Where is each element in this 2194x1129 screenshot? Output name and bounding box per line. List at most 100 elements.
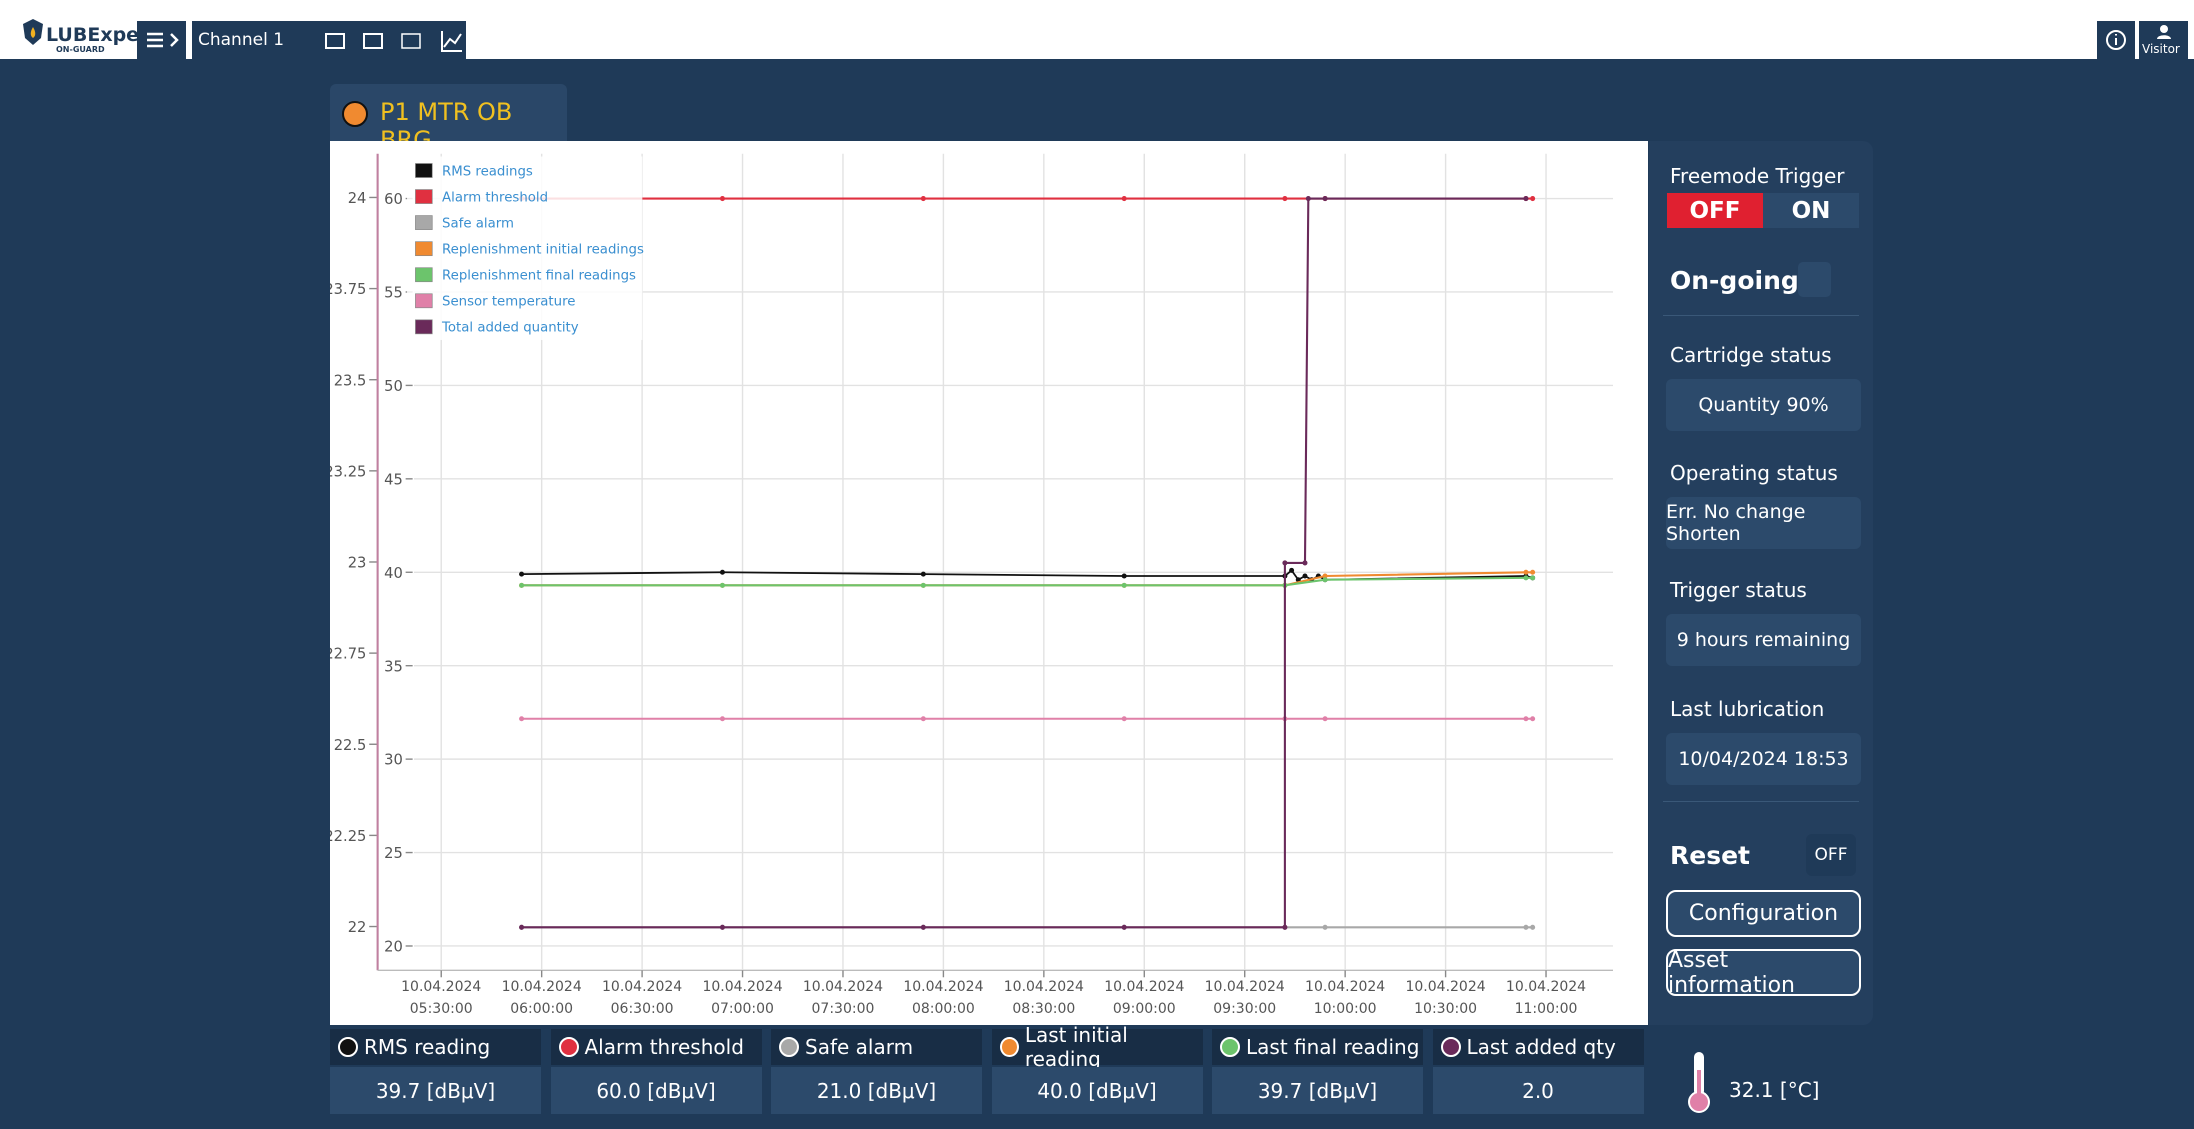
info-button[interactable] <box>2097 21 2135 59</box>
series-point <box>1121 573 1127 579</box>
series-point <box>1121 716 1127 722</box>
thermometer <box>1688 1052 1710 1113</box>
stat-value: 21.0 [dBμV] <box>771 1067 982 1114</box>
series-point <box>1523 924 1529 930</box>
series-point <box>1523 196 1529 202</box>
y2-tick-label: 23.25 <box>330 463 366 480</box>
series-point <box>1530 575 1536 581</box>
series-point <box>1322 924 1328 930</box>
status-label: Last lubrication <box>1670 697 1825 721</box>
series-point <box>1523 716 1529 722</box>
status-value: 10/04/2024 18:53 <box>1666 733 1861 785</box>
y2-tick-label: 23.5 <box>334 372 367 389</box>
channel-bar: Channel 1 <box>192 21 466 59</box>
legend-swatch <box>415 189 433 204</box>
y2-tick-label: 22.75 <box>330 646 366 663</box>
toggle-on[interactable]: ON <box>1763 193 1859 228</box>
asset-title: P1 MTR OB BRG <box>380 98 513 154</box>
series-point <box>1322 196 1328 202</box>
y2-tick-label: 23.75 <box>330 281 366 298</box>
stat-header: RMS reading <box>330 1029 541 1065</box>
y-tick-label: 50 <box>384 378 403 395</box>
stat-dot <box>779 1037 799 1057</box>
logo-icon <box>23 19 43 45</box>
channel[interactable]: Channel 1 <box>198 30 285 50</box>
series-point <box>719 924 725 930</box>
x-tick-label: 10.04.2024 07:30:00 <box>802 978 884 1017</box>
y2-tick-label: 24 <box>348 190 367 207</box>
ongoing-indicator <box>1798 262 1831 297</box>
legend-label: RMS readings <box>442 164 533 179</box>
y2-tick-label: 22 <box>348 919 367 936</box>
top-bar: LUBExpert ON-GUARD Channel 1 Visitor <box>0 0 2194 59</box>
toggle-off[interactable]: OFF <box>1667 193 1763 228</box>
user-button[interactable]: Visitor <box>2139 21 2188 59</box>
series-point <box>920 571 926 577</box>
toolbar-icons[interactable] <box>322 27 466 55</box>
stat-header: Safe alarm <box>771 1029 982 1065</box>
series-point <box>920 582 926 588</box>
configuration-button[interactable]: Configuration <box>1666 890 1861 937</box>
legend-swatch <box>415 319 433 335</box>
menu-button[interactable] <box>137 21 186 59</box>
legend-bg <box>407 156 643 340</box>
legend-label: Safe alarm <box>442 217 514 232</box>
brand: LUBExpert <box>46 24 158 46</box>
legend-swatch <box>415 215 433 230</box>
stat-label: Last initial reading <box>1024 1023 1128 1071</box>
stat-dot <box>999 1037 1019 1057</box>
series-point <box>1322 573 1328 579</box>
series-point <box>1530 924 1536 930</box>
asset-tab: P1 MTR OB BRG <box>330 84 567 154</box>
ongoing-label: On-going <box>1670 266 1799 295</box>
legend-label: Total added quantity <box>441 321 579 336</box>
series-point <box>1302 573 1308 579</box>
side-panel: Freemode Trigger OFF ON On-going Cartrid… <box>1649 141 1873 1025</box>
series-point <box>1530 716 1536 722</box>
series-point <box>920 716 926 722</box>
series-point <box>719 582 725 588</box>
series-point <box>920 196 926 202</box>
stat-value: 2.0 <box>1432 1067 1644 1114</box>
stat-header: Alarm threshold <box>550 1029 762 1065</box>
user: Visitor <box>2142 42 2180 56</box>
stat-header: Last final reading <box>1212 1029 1423 1065</box>
asset-info-button[interactable]: Asset information <box>1666 948 1861 998</box>
stat-label: Alarm threshold <box>584 1035 744 1059</box>
series-line <box>521 576 1533 587</box>
series-point <box>1282 196 1288 202</box>
series-point <box>1530 196 1536 202</box>
x-tick-label: 10.04.2024 09:00:00 <box>1104 978 1185 1017</box>
y-tick-label: 45 <box>384 471 403 488</box>
stat-header: Last initial reading <box>991 1023 1203 1071</box>
separator <box>1663 315 1859 316</box>
stat-value: 60.0 [dBμV] <box>550 1067 762 1114</box>
stat-label: Last final reading <box>1246 1035 1420 1059</box>
reset-toggle[interactable]: OFF <box>1806 834 1856 876</box>
series-point <box>1523 569 1529 575</box>
series-point <box>719 569 725 575</box>
status-label: Trigger status <box>1670 578 1807 602</box>
series-point <box>1523 575 1529 581</box>
series-point <box>1530 569 1536 575</box>
stat-value: 39.7 [dBμV] <box>330 1067 541 1114</box>
status-label: Cartridge status <box>1670 343 1832 367</box>
y-tick-label: 20 <box>384 939 403 956</box>
status-value: Quantity 90% <box>1666 379 1861 431</box>
chart: 20 25 30 35 40 45 50 55 60 22 22.25 22.5 22.75 23 23.2… <box>324 153 1613 978</box>
freemode-toggle[interactable]: OFF ON <box>1667 193 1859 228</box>
separator <box>1663 801 1859 802</box>
stat-dot <box>338 1037 358 1057</box>
series-point <box>519 582 525 588</box>
legend-label: Alarm threshold <box>442 190 548 205</box>
series-point <box>1282 924 1288 930</box>
y2-tick-label: 22.25 <box>330 828 366 845</box>
freemode-label: Freemode Trigger <box>1670 164 1845 188</box>
temperature: 32.1 [°C] <box>1729 1078 1820 1102</box>
series-point <box>1305 196 1311 202</box>
legend-label: Replenishment final readings <box>442 269 636 284</box>
y2-tick-label: 23 <box>348 555 367 572</box>
x-tick-label: 10.04.2024 08:00:00 <box>903 978 984 1017</box>
stat-label: Last added qty <box>1466 1035 1616 1059</box>
